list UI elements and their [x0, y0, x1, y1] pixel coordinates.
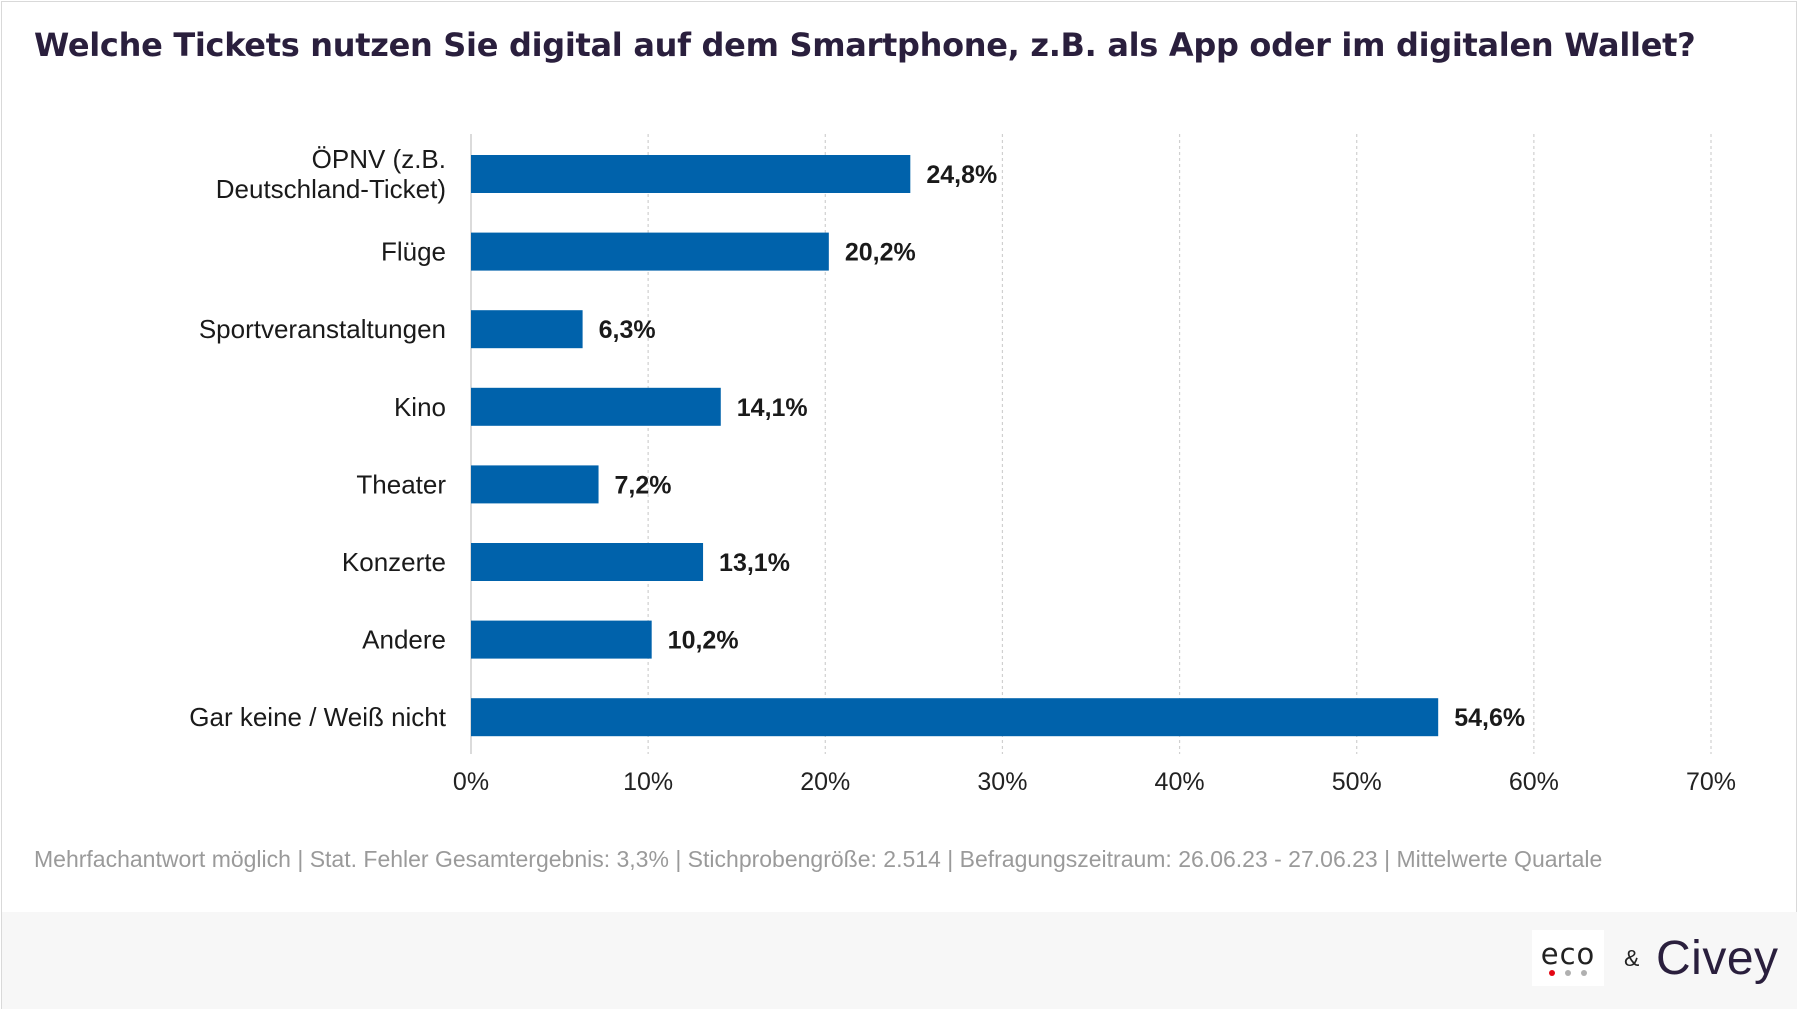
- category-labels: ÖPNV (z.B. Deutschland-Ticket) Flüge Sportv…: [189, 144, 447, 732]
- bar: [471, 543, 704, 581]
- bar: [471, 620, 652, 659]
- value-label: 14,1%: [737, 394, 808, 422]
- category-label: Kino: [394, 392, 446, 422]
- chart-title: Welche Tickets nutzen Sie digital auf de…: [34, 26, 1696, 64]
- bar: [471, 465, 599, 504]
- category-label: Konzerte: [342, 547, 446, 577]
- value-label: 24,8%: [926, 161, 997, 189]
- civey-logo: Civey: [1656, 931, 1779, 985]
- footer-band: [2, 912, 1797, 1009]
- ampersand: &: [1624, 944, 1640, 971]
- x-tick-label: 0%: [453, 768, 489, 796]
- eco-dot-red: [1549, 970, 1555, 976]
- eco-logo-dots: [1549, 970, 1587, 976]
- category-label: Flüge: [381, 237, 446, 267]
- eco-logo-text: eco: [1540, 937, 1596, 971]
- value-label: 7,2%: [615, 471, 672, 499]
- bar: [471, 155, 911, 193]
- value-label: 20,2%: [845, 239, 916, 267]
- value-label: 54,6%: [1454, 704, 1525, 732]
- category-label: Andere: [362, 625, 446, 655]
- category-label: ÖPNV (z.B. Deutschland-Ticket): [216, 144, 446, 204]
- x-tick-label: 10%: [623, 768, 673, 796]
- bar: [471, 232, 829, 271]
- bar: [471, 698, 1439, 737]
- x-tick-label: 70%: [1686, 768, 1736, 796]
- x-tick-label: 60%: [1509, 768, 1559, 796]
- category-label: Sportveranstaltungen: [199, 314, 446, 344]
- category-label: Theater: [356, 469, 446, 499]
- eco-dot-gray: [1581, 970, 1587, 976]
- bars: [471, 155, 1439, 737]
- x-axis-ticks: 0% 10% 20% 30% 40% 50% 60% 70%: [453, 768, 1736, 796]
- x-tick-label: 40%: [1155, 768, 1205, 796]
- grid-lines: [470, 134, 1712, 754]
- eco-logo: eco: [1532, 930, 1604, 986]
- footnote: Mehrfachantwort möglich | Stat. Fehler G…: [34, 846, 1603, 872]
- value-label: 10,2%: [668, 627, 739, 655]
- category-label: Gar keine / Weiß nicht: [189, 702, 447, 732]
- bar: [471, 387, 721, 426]
- bar: [471, 310, 583, 349]
- value-label: 6,3%: [599, 316, 656, 344]
- eco-dot-gray: [1565, 970, 1571, 976]
- value-labels: 24,8% 20,2% 6,3% 14,1% 7,2% 13,1% 10,2% 54,6%: [599, 161, 1525, 732]
- x-tick-label: 50%: [1332, 768, 1382, 796]
- x-tick-label: 20%: [800, 768, 850, 796]
- x-tick-label: 30%: [977, 768, 1027, 796]
- value-label: 13,1%: [719, 549, 790, 577]
